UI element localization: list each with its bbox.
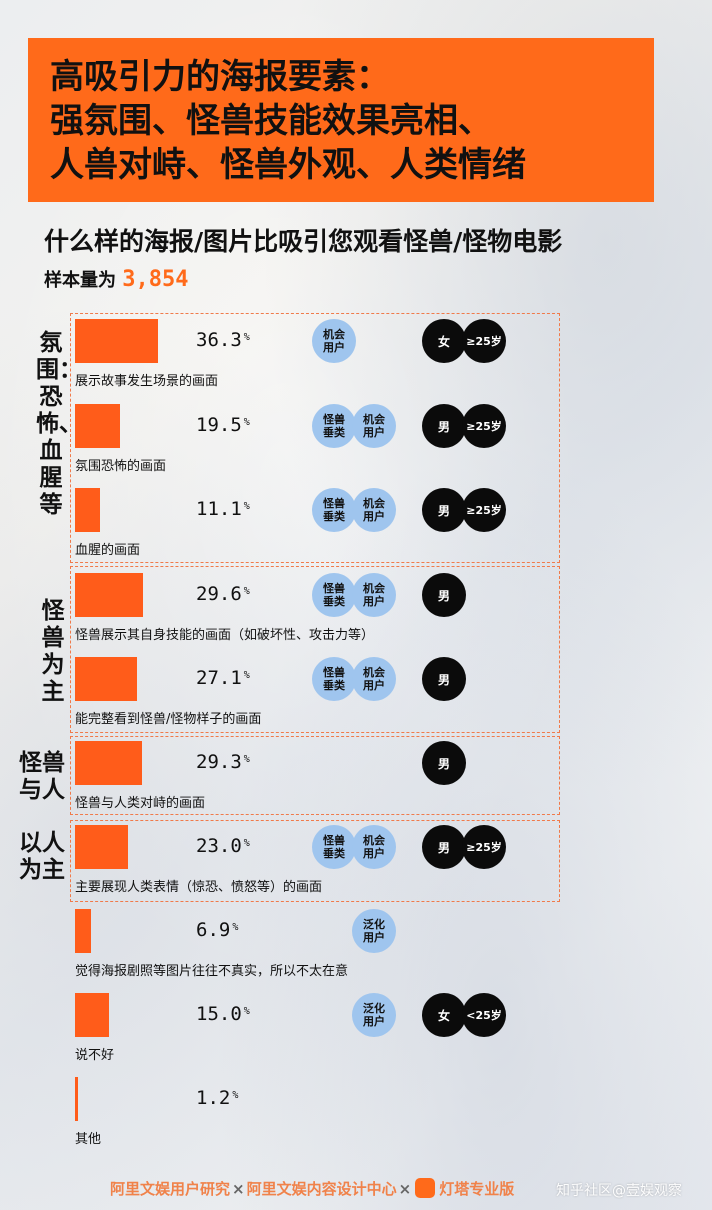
group-label-monster-human: 怪兽与人 <box>19 750 65 803</box>
gender-tag-bubble: 男 <box>422 404 466 448</box>
bar <box>75 825 128 869</box>
sample-size: 样本量为 3,854 <box>44 266 189 292</box>
value-label: 23.0% <box>196 835 250 857</box>
watermark: 知乎社区@壹娱观察 <box>556 1183 682 1199</box>
bar <box>75 319 158 363</box>
group-box-monster <box>70 566 560 733</box>
bar-label: 能完整看到怪兽/怪物样子的画面 <box>75 712 262 727</box>
value-label: 6.9% <box>196 919 239 941</box>
bar <box>75 573 143 617</box>
footer-sep-1: × <box>232 1180 245 1198</box>
bar-label: 觉得海报剧照等图片往往不真实，所以不太在意 <box>75 964 349 979</box>
title-line-1: 高吸引力的海报要素： <box>50 57 390 97</box>
footer-part2: 阿里文娱内容设计中心 <box>246 1180 397 1198</box>
sample-label: 样本量为 <box>44 270 116 291</box>
bar <box>75 657 137 701</box>
age-tag-bubble: ≥25岁 <box>462 319 506 363</box>
bar-label: 展示故事发生场景的画面 <box>75 374 219 389</box>
user-tag-bubble: 机会 用户 <box>352 488 396 532</box>
bar <box>75 404 120 448</box>
user-tag-bubble: 机会 用户 <box>352 573 396 617</box>
value-label: 15.0% <box>196 1003 250 1025</box>
user-tag-bubble: 机会 用户 <box>352 825 396 869</box>
value-label: 11.1% <box>196 498 250 520</box>
value-label: 29.6% <box>196 583 250 605</box>
user-tag-bubble: 怪兽 垂类 <box>312 657 356 701</box>
footer-part1: 阿里文娱用户研究 <box>110 1180 231 1198</box>
group-label-monster: 怪兽为主 <box>41 598 65 705</box>
chart-subtitle: 什么样的海报/图片比吸引您观看怪兽/怪物电影 <box>44 227 563 256</box>
value-label: 36.3% <box>196 329 250 351</box>
gender-tag-bubble: 女 <box>422 319 466 363</box>
bar-label: 血腥的画面 <box>75 543 141 558</box>
value-label: 29.3% <box>196 751 250 773</box>
user-tag-bubble: 泛化 用户 <box>352 993 396 1037</box>
sample-value: 3,854 <box>122 267 189 292</box>
footer-part3: 灯塔专业版 <box>439 1180 515 1198</box>
user-tag-bubble: 怪兽 垂类 <box>312 573 356 617</box>
group-box-atmosphere <box>70 313 560 563</box>
bar <box>75 488 101 532</box>
title-line-2: 强氛围、怪兽技能效果亮相、 <box>50 101 492 141</box>
title-line-3: 人兽对峙、怪兽外观、人类情绪 <box>50 145 526 185</box>
group-box-monster-human <box>70 736 560 815</box>
gender-tag-bubble: 男 <box>422 573 466 617</box>
gender-tag-bubble: 男 <box>422 657 466 701</box>
gender-tag-bubble: 男 <box>422 741 466 785</box>
age-tag-bubble: ≥25岁 <box>462 825 506 869</box>
bar <box>75 909 91 953</box>
bar-label: 怪兽展示其自身技能的画面（如破坏性、攻击力等） <box>75 628 375 643</box>
gender-tag-bubble: 男 <box>422 825 466 869</box>
user-tag-bubble: 机会 用户 <box>312 319 356 363</box>
bar-label: 说不好 <box>75 1048 115 1063</box>
footer-sep-2: × <box>398 1180 412 1198</box>
group-box-human <box>70 820 560 902</box>
gender-tag-bubble: 男 <box>422 488 466 532</box>
bar-label: 主要展现人类表情（惊恐、愤怒等）的画面 <box>75 880 323 895</box>
group-label-atmosphere: 氛围：恐怖、血腥等 <box>36 330 82 518</box>
value-label: 1.2% <box>196 1087 239 1109</box>
lighthouse-logo-icon <box>415 1178 436 1198</box>
bar-label: 其他 <box>75 1132 102 1147</box>
title-banner: 高吸引力的海报要素： 强氛围、怪兽技能效果亮相、 人兽对峙、怪兽外观、人类情绪 <box>28 38 654 202</box>
value-label: 19.5% <box>196 414 250 436</box>
value-label: 27.1% <box>196 667 250 689</box>
age-tag-bubble: ≥25岁 <box>462 404 506 448</box>
age-tag-bubble: <25岁 <box>462 993 506 1037</box>
user-tag-bubble: 怪兽 垂类 <box>312 488 356 532</box>
age-tag-bubble: ≥25岁 <box>462 488 506 532</box>
bar-label: 怪兽与人类对峙的画面 <box>75 796 206 811</box>
bar <box>75 741 142 785</box>
user-tag-bubble: 机会 用户 <box>352 657 396 701</box>
bar-label: 氛围恐怖的画面 <box>75 459 167 474</box>
user-tag-bubble: 泛化 用户 <box>352 909 396 953</box>
group-label-human: 以人为主 <box>19 830 65 883</box>
user-tag-bubble: 怪兽 垂类 <box>312 404 356 448</box>
bar <box>75 1077 78 1121</box>
footer-credits: 阿里文娱用户研究 × 阿里文娱内容设计中心 × 灯塔专业版 <box>110 1178 514 1199</box>
user-tag-bubble: 机会 用户 <box>352 404 396 448</box>
bar <box>75 993 110 1037</box>
gender-tag-bubble: 女 <box>422 993 466 1037</box>
user-tag-bubble: 怪兽 垂类 <box>312 825 356 869</box>
